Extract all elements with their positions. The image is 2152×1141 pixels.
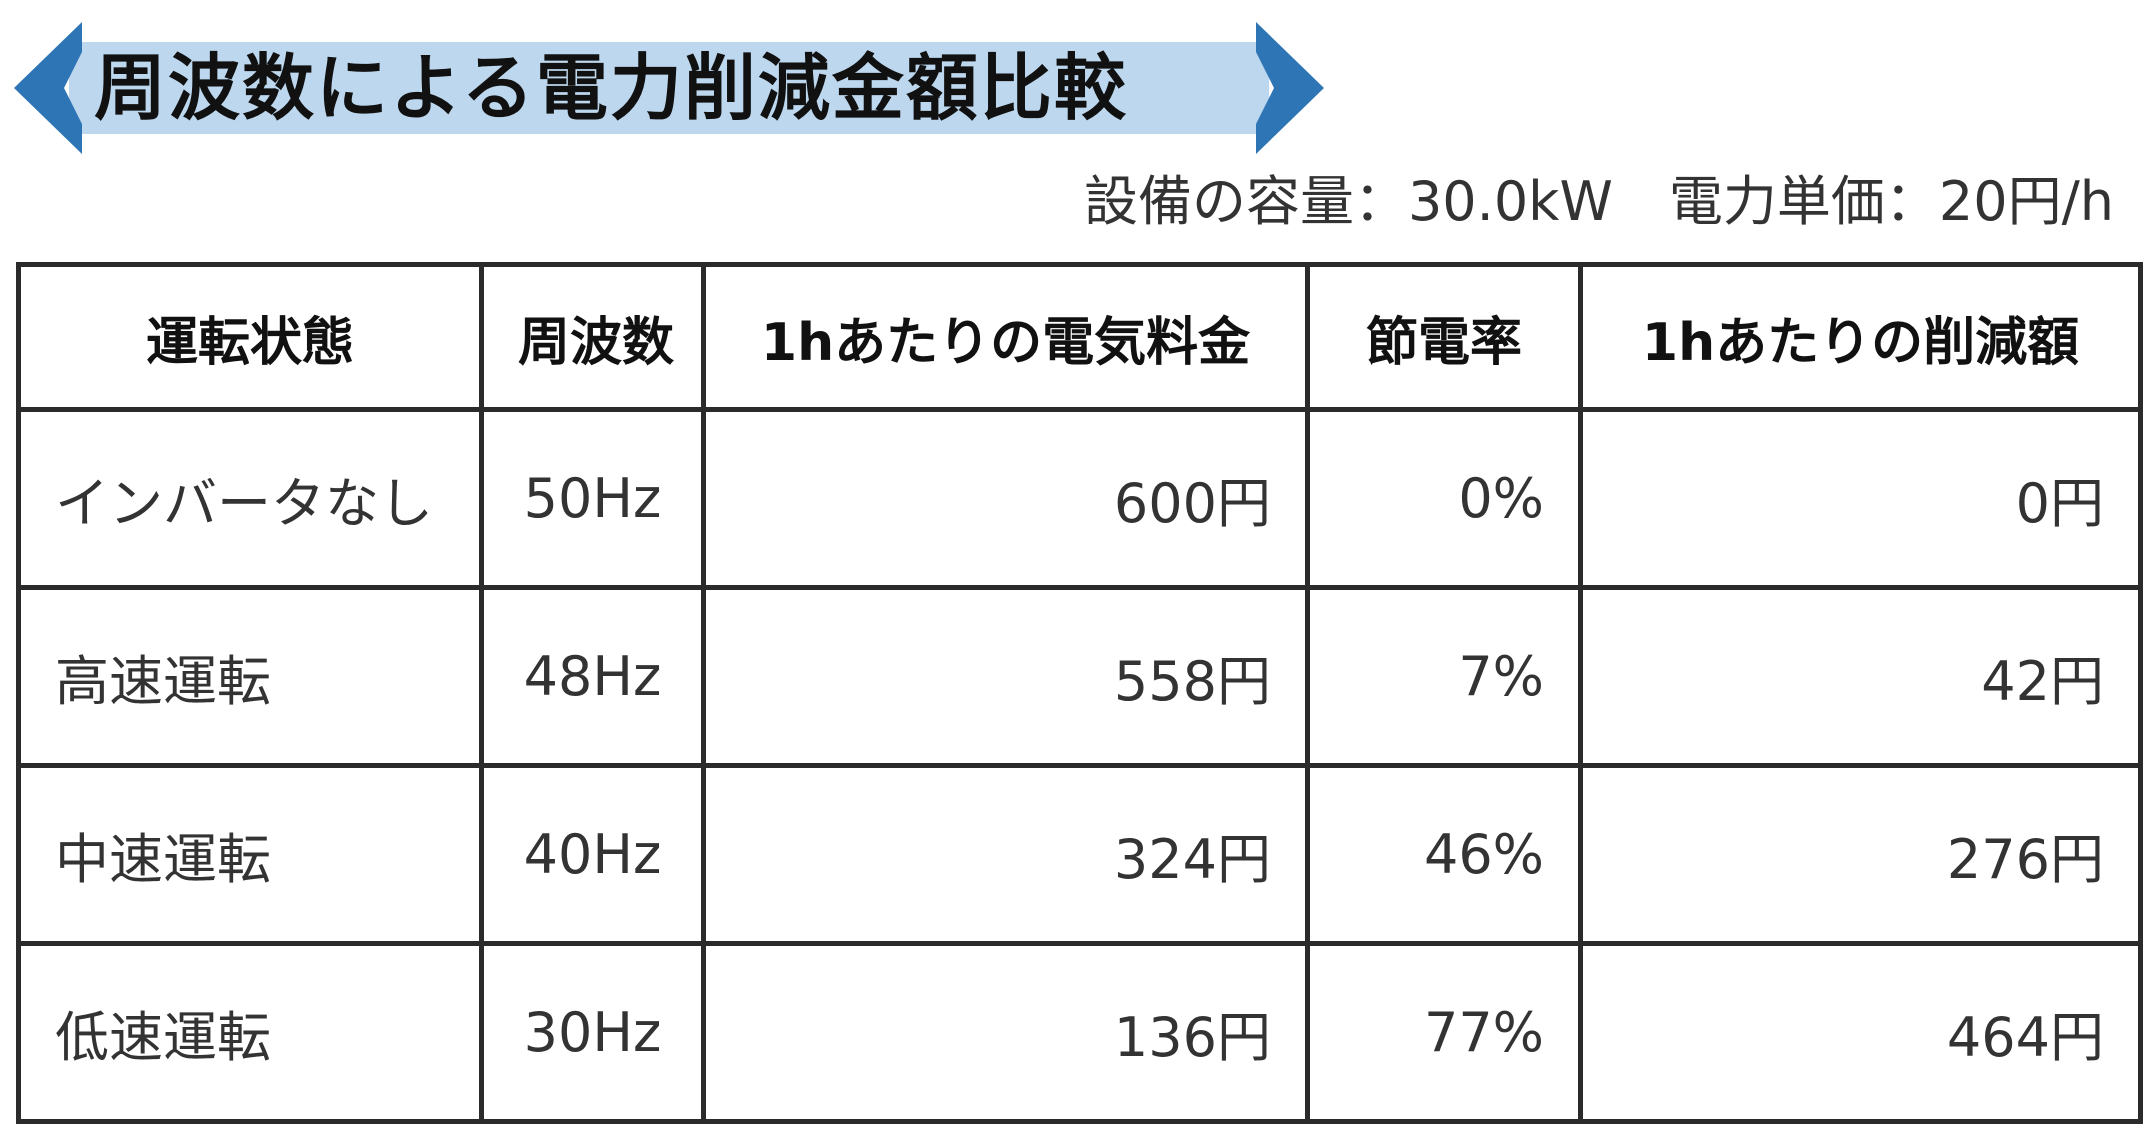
- table-row: 中速運転 40Hz 324円 46% 276円: [16, 763, 2143, 946]
- cell-cost: 324円: [701, 763, 1310, 946]
- comparison-table: 運転状態 周波数 1hあたりの電気料金 節電率 1hあたりの削減額 インバータな…: [16, 262, 2143, 1124]
- header-operating-state: 運転状態: [16, 262, 484, 412]
- cell-rate: 0%: [1305, 407, 1583, 590]
- banner-background: [14, 22, 1324, 154]
- cell-frequency: 30Hz: [479, 941, 706, 1124]
- cell-saving: 276円: [1578, 763, 2143, 946]
- header-frequency: 周波数: [479, 262, 706, 412]
- cell-cost: 558円: [701, 585, 1310, 768]
- capacity-text: 設備の容量：30.0kW: [1083, 170, 1613, 233]
- page-title: 周波数による電力削減金額比較: [94, 46, 1128, 130]
- cell-frequency: 48Hz: [479, 585, 706, 768]
- table-header-row: 運転状態 周波数 1hあたりの電気料金 節電率 1hあたりの削減額: [16, 262, 2143, 412]
- cell-saving: 0円: [1578, 407, 2143, 590]
- cell-cost: 600円: [701, 407, 1310, 590]
- header-hourly-cost: 1hあたりの電気料金: [701, 262, 1310, 412]
- table-row: 低速運転 30Hz 136円 77% 464円: [16, 941, 2143, 1124]
- left-arrow-icon: [14, 22, 82, 154]
- cell-frequency: 50Hz: [479, 407, 706, 590]
- header-saving-rate: 節電率: [1305, 262, 1583, 412]
- cell-cost: 136円: [701, 941, 1310, 1124]
- right-arrow-icon: [1256, 22, 1324, 154]
- cell-state: 中速運転: [16, 763, 484, 946]
- table-row: インバータなし 50Hz 600円 0% 0円: [16, 407, 2143, 590]
- cell-rate: 46%: [1305, 763, 1583, 946]
- cell-frequency: 40Hz: [479, 763, 706, 946]
- unit-price-text: 電力単価：20円/h: [1668, 170, 2114, 233]
- header-hourly-saving: 1hあたりの削減額: [1578, 262, 2143, 412]
- table-row: 高速運転 48Hz 558円 7% 42円: [16, 585, 2143, 768]
- spec-line: 設備の容量：30.0kW 電力単価：20円/h: [1084, 162, 2114, 242]
- cell-saving: 464円: [1578, 941, 2143, 1124]
- cell-state: 低速運転: [16, 941, 484, 1124]
- cell-state: 高速運転: [16, 585, 484, 768]
- title-banner: 周波数による電力削減金額比較: [14, 22, 1324, 154]
- cell-saving: 42円: [1578, 585, 2143, 768]
- cell-rate: 77%: [1305, 941, 1583, 1124]
- banner-band: [69, 42, 1269, 134]
- cell-rate: 7%: [1305, 585, 1583, 768]
- cell-state: インバータなし: [16, 407, 484, 590]
